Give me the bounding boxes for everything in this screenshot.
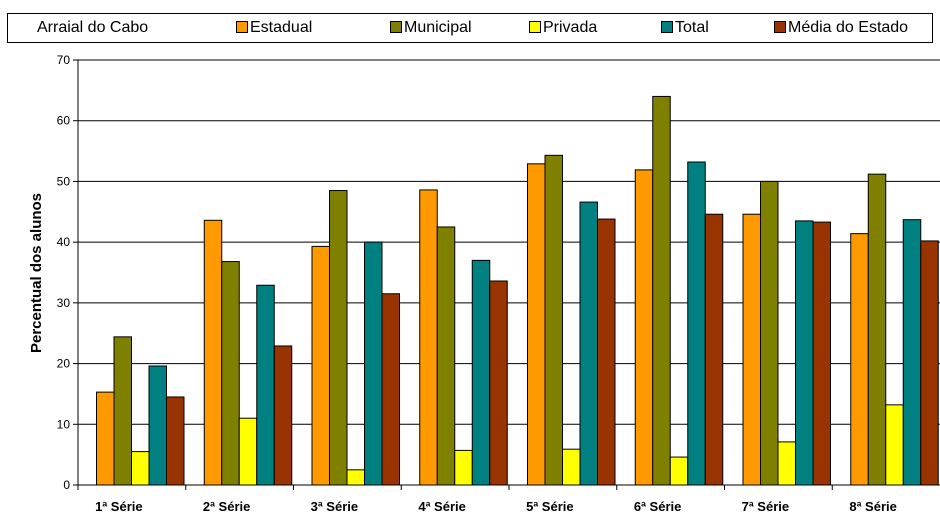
- bar: [527, 163, 546, 486]
- legend-item: Total: [661, 19, 709, 37]
- bar: [364, 241, 383, 486]
- bar: [669, 456, 689, 486]
- bar: [256, 284, 275, 486]
- x-tick-label: 8ª Série: [849, 499, 896, 514]
- bar: [148, 365, 167, 486]
- y-tick-label: 70: [57, 53, 71, 67]
- legend-item: Privada: [529, 19, 597, 37]
- y-axis-label: Percentual dos alunos: [28, 193, 45, 353]
- chart-title: Arraial do Cabo: [37, 19, 149, 36]
- bar: [742, 213, 761, 486]
- bar: [238, 417, 258, 486]
- bar: [920, 240, 939, 486]
- bar: [850, 233, 869, 486]
- legend-item: Média do Estado: [774, 19, 908, 37]
- y-tick-label: 10: [57, 417, 71, 431]
- legend-label: Municipal: [404, 19, 472, 36]
- legend-swatch: [774, 21, 786, 33]
- bar: [166, 396, 185, 486]
- bar: [221, 261, 240, 486]
- bar: [419, 189, 438, 486]
- bar: [329, 190, 348, 486]
- bar: [795, 220, 814, 486]
- bar: [562, 448, 581, 486]
- bar: [381, 293, 400, 486]
- x-tick-label: 3ª Série: [311, 499, 358, 514]
- y-tick-label: 60: [57, 114, 71, 128]
- x-tick-label: 7ª Série: [742, 499, 789, 514]
- y-tick-label: 0: [63, 478, 70, 492]
- bar: [436, 226, 456, 486]
- x-tick-label: 4ª Série: [418, 499, 465, 514]
- y-tick-label: 50: [57, 174, 71, 188]
- bar: [273, 345, 293, 486]
- legend-label: Estadual: [250, 19, 313, 36]
- legend-swatch: [236, 21, 248, 33]
- legend-label: Total: [675, 19, 709, 36]
- bar: [311, 245, 330, 486]
- bar: [579, 201, 598, 486]
- y-tick-label: 30: [57, 296, 71, 310]
- bar: [777, 441, 796, 486]
- bar: [544, 154, 563, 486]
- bar: [346, 469, 365, 486]
- x-tick-label: 2ª Série: [203, 499, 250, 514]
- legend-item: Estadual: [236, 19, 312, 37]
- legend-label: Privada: [543, 19, 598, 36]
- y-tick-label: 40: [57, 235, 71, 249]
- x-tick-label: 6ª Série: [634, 499, 681, 514]
- bar: [902, 219, 922, 486]
- bar: [597, 218, 616, 486]
- y-tick-label: 20: [57, 357, 71, 371]
- legend-swatch: [390, 21, 402, 33]
- bar: [812, 221, 831, 486]
- bar: [113, 336, 132, 486]
- x-tick-label: 1ª Série: [95, 499, 142, 514]
- chart-legend: Arraial do Cabo Estadual Municipal Privada…: [7, 13, 933, 43]
- bar: [96, 391, 115, 486]
- legend-label: Média do Estado: [788, 19, 909, 36]
- bar: [634, 169, 654, 486]
- bar: [760, 180, 779, 486]
- bar: [131, 451, 150, 486]
- bar: [704, 213, 724, 486]
- bar: [471, 259, 491, 486]
- bar: [652, 95, 671, 486]
- legend-swatch: [529, 21, 541, 33]
- x-tick-label: 5ª Série: [526, 499, 573, 514]
- bar: [203, 219, 223, 486]
- bar: [867, 173, 887, 486]
- legend-item: Municipal: [390, 19, 472, 37]
- bar: [489, 280, 508, 486]
- legend-swatch: [661, 21, 673, 33]
- bar: [454, 449, 473, 486]
- bar: [687, 161, 706, 486]
- bar: [885, 404, 904, 486]
